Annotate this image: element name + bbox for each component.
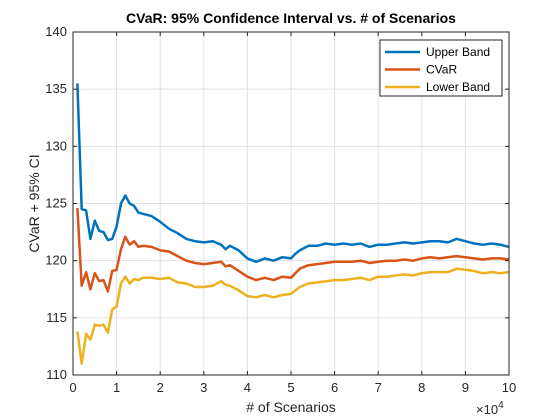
- y-tick-label-4: 130: [45, 138, 67, 153]
- x-axis-exponent: ×104: [476, 400, 504, 417]
- series-line-cvar: [76, 208, 510, 293]
- legend-label-2: Lower Band: [426, 80, 490, 94]
- legend: Upper Band CVaR Lower Band: [379, 39, 503, 97]
- x-tick-label-3: 3: [200, 380, 207, 395]
- x-tick-label-0: 0: [69, 380, 76, 395]
- x-tick-labels: 0 1 2 3 4 5 6 7 8 9 10: [69, 380, 516, 395]
- series-lines: [76, 83, 510, 365]
- series-line-upper-band: [76, 83, 510, 264]
- y-tick-label-0: 110: [46, 367, 67, 382]
- legend-label-1: CVaR: [426, 63, 457, 77]
- tick-marks: [72, 31, 510, 376]
- x-tick-label-2: 2: [157, 380, 164, 395]
- x-tick-label-4: 4: [244, 380, 251, 395]
- x-tick-label-1: 1: [113, 380, 120, 395]
- chart-title: CVaR: 95% Confidence Interval vs. # of S…: [126, 10, 456, 26]
- y-tick-label-6: 140: [45, 24, 67, 39]
- y-tick-label-5: 135: [45, 81, 67, 96]
- y-tick-label-3: 125: [45, 196, 67, 211]
- y-tick-labels: 110 115 120 125 130 135 140: [45, 24, 67, 382]
- x-tick-label-8: 8: [418, 380, 425, 395]
- x-axis-label: # of Scenarios: [246, 399, 336, 415]
- y-axis-label: CVaR + 95% CI: [26, 154, 42, 252]
- legend-label-0: Upper Band: [426, 45, 490, 59]
- series-line-lower-band: [76, 267, 510, 365]
- y-tick-label-2: 120: [45, 253, 67, 268]
- y-tick-label-1: 115: [46, 310, 67, 325]
- x-tick-label-9: 9: [462, 380, 469, 395]
- x-tick-label-7: 7: [375, 380, 382, 395]
- x-tick-label-6: 6: [331, 380, 338, 395]
- x-tick-label-5: 5: [287, 380, 294, 395]
- legend-entries: Upper Band CVaR Lower Band: [385, 45, 490, 94]
- x-exponent-base: ×10: [476, 402, 498, 417]
- x-exponent-power: 4: [498, 400, 504, 411]
- x-tick-label-10: 10: [502, 380, 516, 395]
